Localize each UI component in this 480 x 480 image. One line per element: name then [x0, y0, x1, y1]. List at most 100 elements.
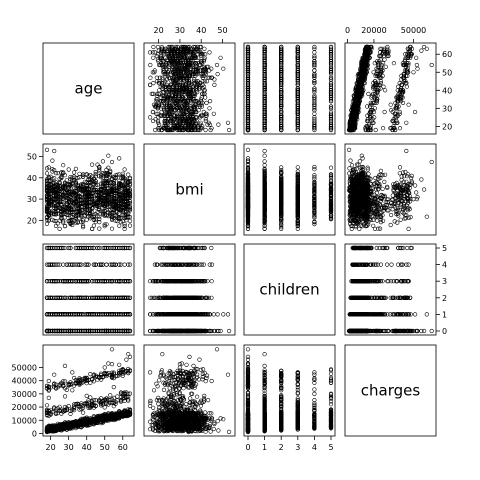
scatter-point — [71, 170, 77, 175]
scatter-point — [198, 113, 203, 118]
scatter-point — [159, 55, 164, 60]
scatter-point — [366, 91, 371, 96]
scatter-point — [157, 80, 162, 86]
scatter-point — [61, 163, 66, 168]
scatter-point — [91, 223, 96, 228]
scatter-point — [155, 52, 161, 57]
scatter-point — [176, 115, 181, 120]
scatter-point — [167, 118, 173, 124]
panel-bmi-children — [243, 143, 336, 236]
scatter-point — [151, 91, 156, 96]
scatter-point — [411, 70, 416, 75]
scatter-point — [198, 97, 204, 102]
scatter-point — [227, 127, 232, 133]
scatter-point — [312, 50, 317, 55]
scatter-point — [207, 106, 212, 111]
scatter-point — [157, 79, 162, 84]
scatter-point — [44, 171, 50, 176]
scatter-point — [381, 126, 386, 131]
panel-age-bmi — [143, 42, 236, 135]
scatter-point — [152, 70, 157, 75]
scatter-point — [57, 226, 62, 231]
scatter-point — [152, 50, 157, 55]
scatter-point — [148, 82, 153, 87]
scatter-point — [191, 79, 196, 84]
scatter-point — [84, 217, 89, 222]
scatter-point — [117, 178, 122, 183]
scatter-point — [62, 215, 68, 220]
panel-age-children — [243, 42, 336, 135]
scatter-point — [312, 111, 317, 116]
scatter-point — [208, 98, 213, 104]
scatter-point — [151, 80, 156, 86]
scatter-point — [173, 124, 178, 129]
scatter-point — [154, 97, 159, 102]
scatter-point — [117, 156, 122, 161]
scatter-point — [404, 120, 409, 125]
scatter-point — [164, 61, 169, 66]
scatter-point — [422, 44, 427, 50]
scatter-point — [66, 167, 71, 172]
diagonal-label-bmi: bmi — [175, 181, 203, 199]
scatter-point — [151, 118, 156, 124]
scatter-point — [168, 82, 173, 87]
scatter-point — [100, 159, 105, 164]
scatter-point — [167, 53, 172, 59]
scatter-point — [192, 77, 197, 82]
scatter-point — [155, 44, 161, 50]
scatter-point — [218, 55, 223, 60]
scatter-point — [153, 117, 158, 122]
scatter-point — [161, 59, 166, 64]
scatter-point — [171, 70, 176, 75]
scatter-point — [397, 126, 403, 131]
scatter-point — [161, 80, 166, 86]
scatter-point — [193, 46, 199, 51]
scatter-point — [154, 111, 159, 116]
scatter-point — [203, 127, 208, 133]
scatter-point — [117, 223, 122, 228]
scatter-point — [148, 62, 153, 68]
scatter-point — [196, 55, 201, 60]
scatter-point — [212, 82, 217, 87]
scatter-point — [64, 178, 69, 183]
panel-frame — [42, 42, 135, 135]
scatter-point — [62, 223, 68, 229]
scatter-point — [202, 79, 207, 84]
scatter-point — [149, 91, 154, 96]
scatter-point — [148, 75, 153, 80]
scatter-point — [77, 171, 82, 176]
scatter-point — [202, 91, 207, 96]
scatter-point — [158, 95, 163, 100]
scatter-point — [205, 122, 210, 127]
scatter-point — [221, 66, 226, 71]
scatter-point — [196, 102, 201, 107]
scatter-point — [414, 62, 420, 68]
scatter-point — [155, 91, 160, 96]
scatter-point — [155, 106, 160, 111]
scatter-point — [199, 104, 205, 109]
scatter-point — [89, 162, 95, 167]
scatter-point — [216, 122, 221, 127]
scatter-point — [109, 159, 115, 165]
scatter-point — [89, 226, 95, 231]
scatter-point — [161, 126, 166, 131]
scatter-point — [126, 172, 131, 177]
scatter-point — [176, 75, 181, 80]
scatter-point — [207, 50, 212, 55]
scatter-point — [172, 46, 177, 51]
scatter-point — [169, 70, 174, 75]
scatter-point — [198, 115, 203, 120]
scatter-point — [184, 108, 189, 113]
scatter-point — [194, 88, 199, 93]
scatter-point — [193, 102, 198, 107]
scatter-point — [175, 57, 180, 62]
scatter-point — [156, 91, 161, 96]
scatter-point — [171, 124, 176, 129]
scatter-point — [179, 124, 184, 129]
scatter-point — [179, 82, 184, 87]
scatter-point — [163, 88, 168, 93]
scatter-point — [175, 127, 180, 133]
scatter-point — [381, 84, 386, 89]
panel-age-charges — [344, 42, 437, 135]
scatter-point — [199, 95, 204, 100]
